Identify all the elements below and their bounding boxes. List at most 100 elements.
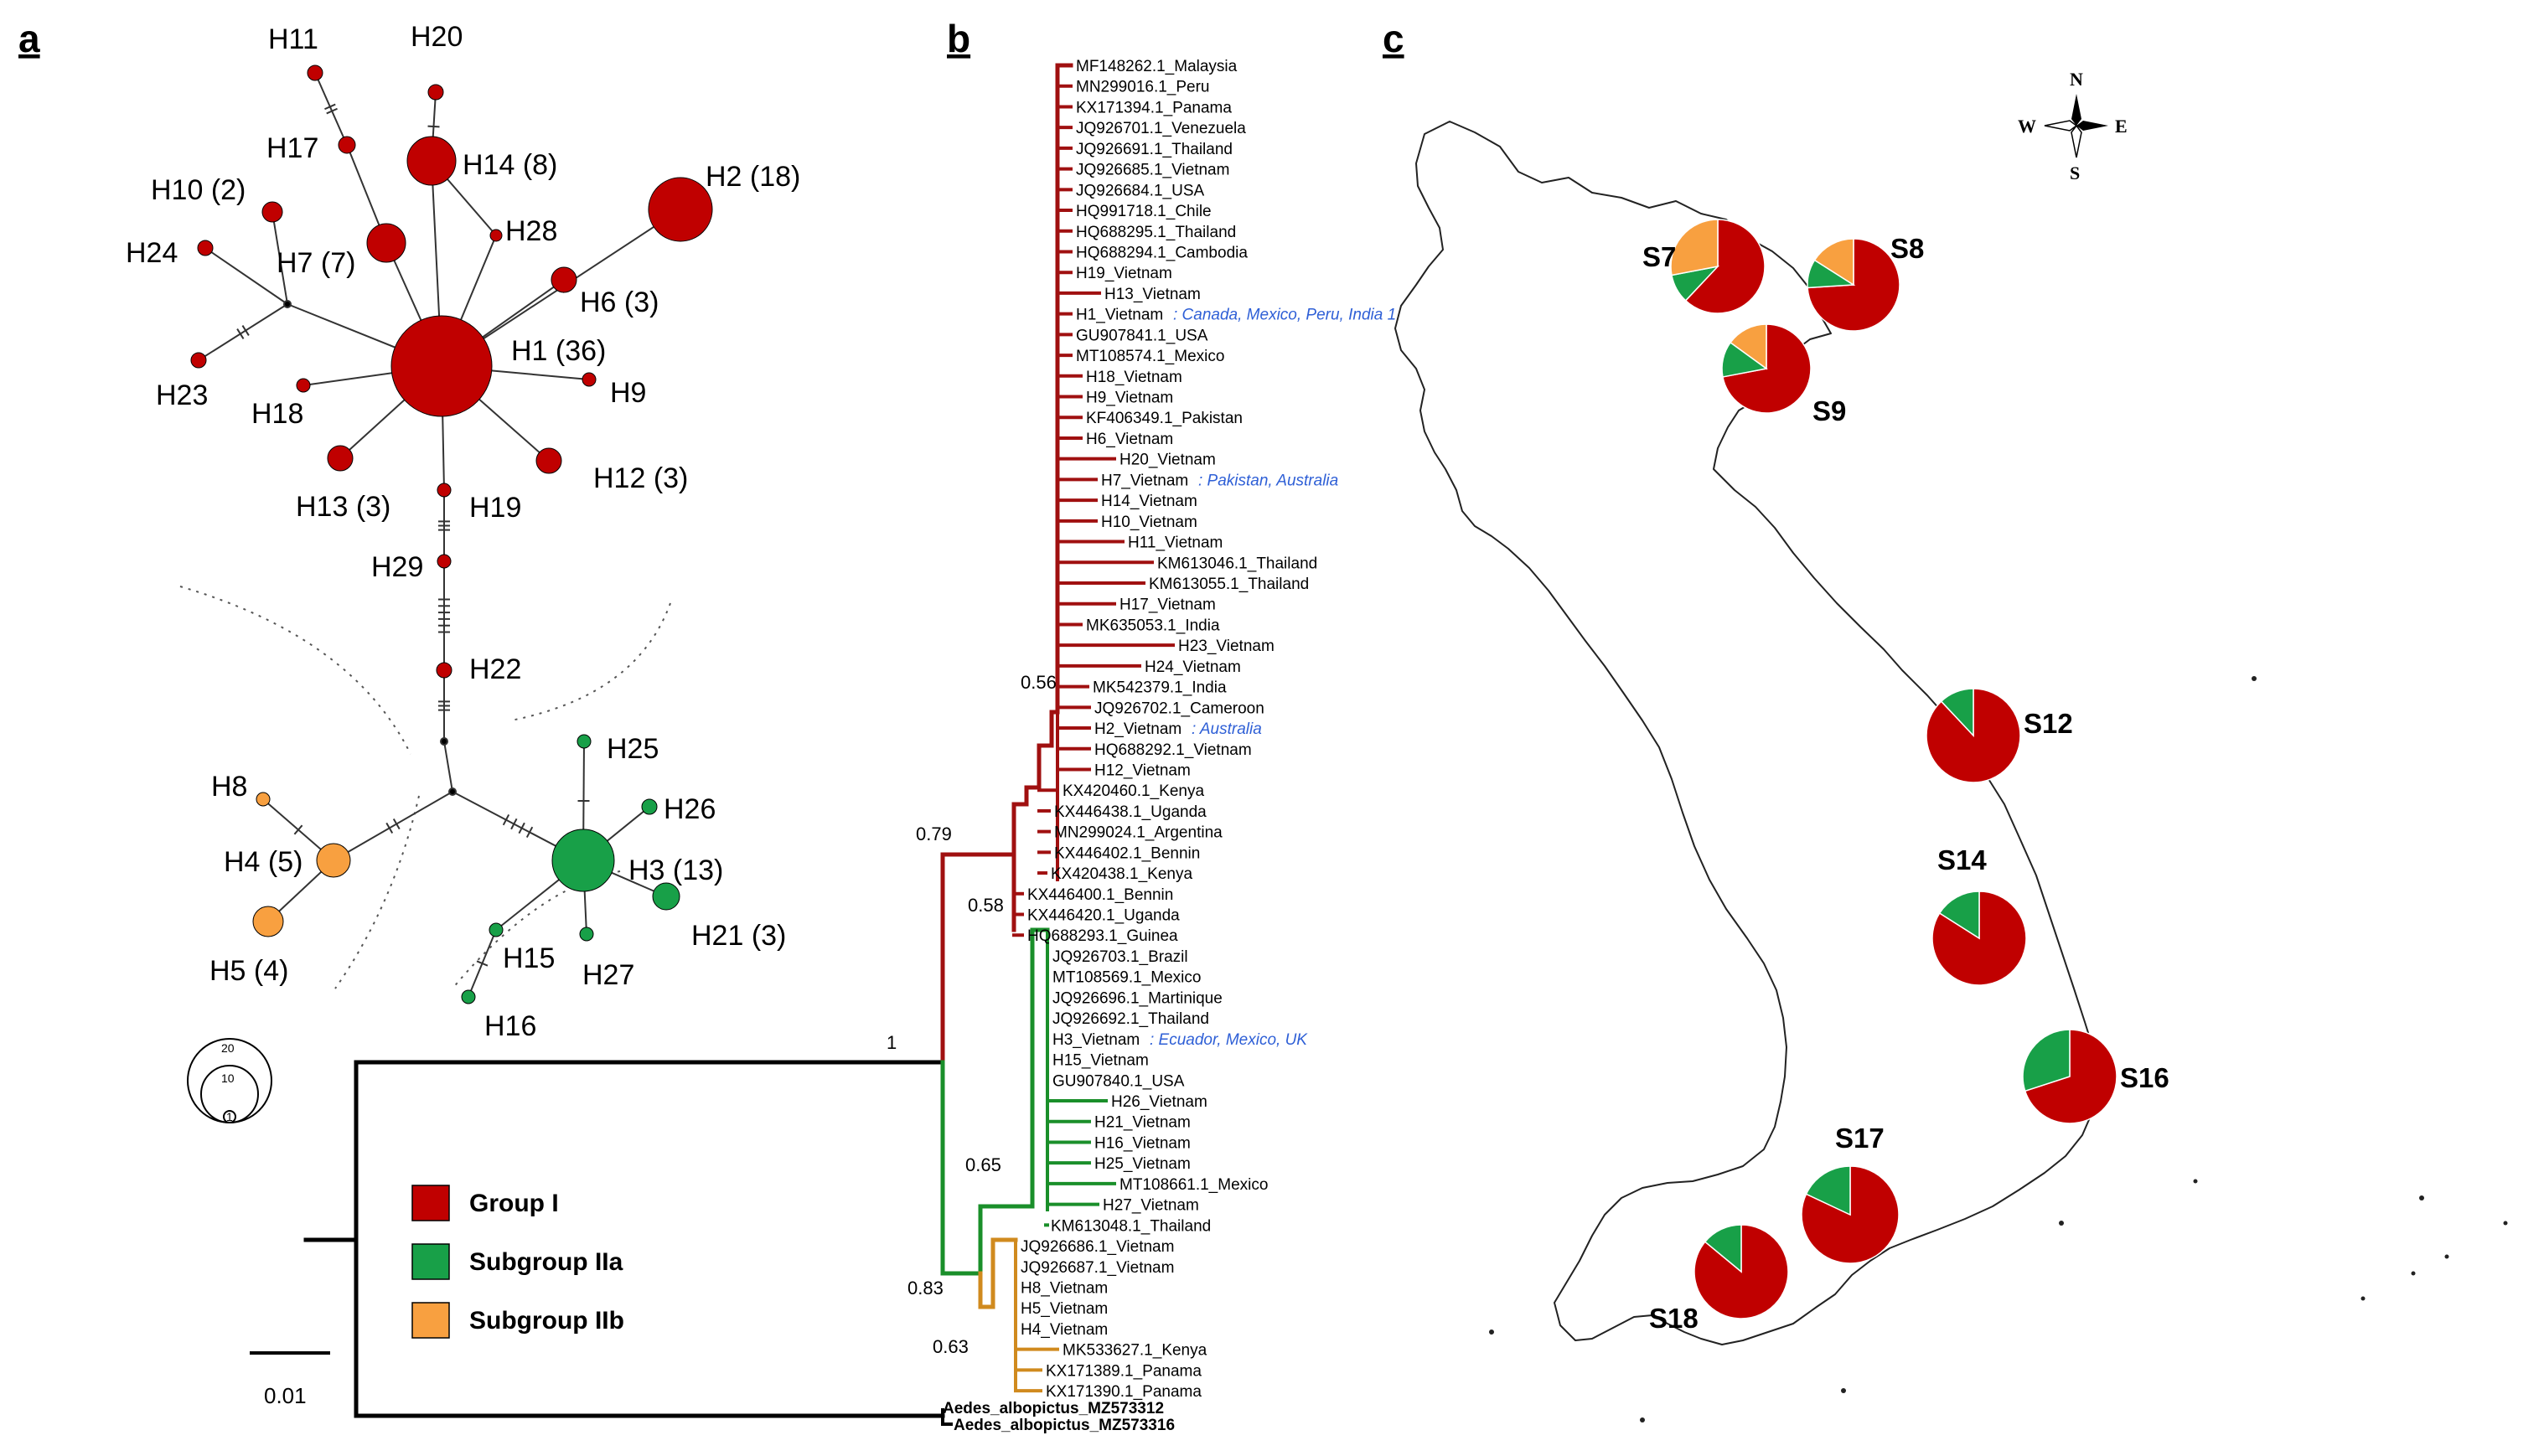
tree-tip-label: H6_Vietnam [1086,431,1173,448]
legend-swatch-group-i [411,1185,450,1221]
outgroup-tip-label: Aedes_albopictus_MZ573316 [954,1417,1175,1434]
tree-tip-label: JQ926702.1_Cameroon [1094,700,1264,717]
panel-label-a: a [18,17,40,60]
tree-tip-label: H12_Vietnam [1094,762,1191,779]
network-edge [443,741,453,793]
tree-tip-label: MF148262.1_Malaysia [1076,58,1238,75]
tree-tip-label: H21_Vietnam [1094,1114,1191,1132]
haplotype-label-h21: H21 (3) [691,920,786,952]
haplotype-label-h7: H7 (7) [277,247,355,279]
haplotype-node-h9 [582,372,597,387]
legend-label-group-i: Group I [469,1190,559,1217]
site-label-s14: S14 [1937,844,1987,875]
haplotype-node-h23 [190,352,207,369]
tree-tip-label: H15_Vietnam [1052,1052,1149,1070]
group-separator-line [452,870,621,989]
haplotype-label-h1: H1 (36) [511,335,606,367]
bootstrap-support-label: 0.63 [933,1336,969,1357]
haplotype-label-h15: H15 [503,942,555,974]
haplotype-node-h28 [489,229,503,242]
tree-tip-label: HQ688294.1_Cambodia [1076,244,1248,261]
median-vector [283,300,292,308]
haplotype-label-h26: H26 [664,793,716,825]
haplotype-label-h18: H18 [251,398,303,430]
haplotype-label-h4: H4 (5) [224,846,302,878]
tree-tip-label: KM613046.1_Thailand [1157,555,1317,572]
tree-tip-label: H16_Vietnam [1094,1134,1191,1152]
group-separator-line [334,795,420,989]
islands [1489,676,2508,1422]
tree-tip-label: H3_Vietnam [1052,1031,1140,1049]
tree-tip-label: MK533627.1_Kenya [1063,1342,1207,1360]
haplotype-node-h5 [252,906,284,937]
pie-slice-iia [1704,1224,1742,1273]
tree-tip-label: H24_Vietnam [1145,658,1241,676]
haplotype-node-h15 [489,922,504,937]
tree-tip-label: GU907840.1_USA [1052,1072,1185,1090]
tree-tip-label: H4_Vietnam [1021,1321,1108,1339]
pie-slice-iib [1670,219,1719,276]
tree-tip-label: H8_Vietnam [1021,1279,1108,1297]
median-vector [440,737,448,746]
haplotype-label-h17: H17 [266,132,318,164]
haplotype-node-h10 [261,201,283,223]
pie-slice-iia [1938,891,1980,940]
pie-slice-i [1931,891,2027,986]
median-vector [448,787,457,796]
compass-s: S [2070,163,2080,183]
tree-root-branch [354,1060,945,1418]
tree-tip-label: H11_Vietnam [1128,534,1223,552]
mutation-tick [476,960,489,967]
legend-swatch-subgroup-iia [411,1243,450,1280]
pie-slice-iia [1940,688,1974,737]
pie-s12 [1926,688,2021,783]
tree-tip-label: KX420438.1_Kenya [1051,865,1192,883]
group-separator-line [179,586,411,755]
phylogenetic-tree: MF148262.1_Malaysia MN299016.1_Peru KX1713… [250,58,1396,1434]
tree-tip-label: H7_Vietnam [1101,472,1188,489]
haplotype-label-h19: H19 [469,492,521,524]
haplotype-label-h3: H3 (13) [628,854,723,886]
tree-scale-label: 0.01 [264,1383,307,1408]
tree-tip-label: H5_Vietnam [1021,1300,1108,1318]
group-separator-line [510,602,671,721]
pie-slice-iib [1813,238,1854,287]
tree-tip-label: KX171394.1_Panama [1076,99,1232,116]
pie-slice-i [1801,1165,1900,1264]
haplotype-label-h8: H8 [211,771,247,803]
tree-tip-annotation: : Pakistan, Australia [1198,472,1338,489]
haplotype-label-h2: H2 (18) [706,161,800,193]
haplotype-node-h11 [307,65,323,81]
tree-tip-label: H19_Vietnam [1076,265,1172,282]
legend: Group I Subgroup IIa Subgroup IIb [411,1185,624,1339]
site-label-s17: S17 [1835,1123,1885,1154]
pie-s18 [1693,1224,1789,1319]
tree-tip-label: MK635053.1_India [1086,617,1220,634]
tree-tip-label: H26_Vietnam [1111,1093,1207,1111]
haplotype-node-h20 [427,84,444,101]
haplotype-label-h28: H28 [505,215,557,247]
site-label-s12: S12 [2024,708,2073,739]
tree-tip-label: MN299016.1_Peru [1076,79,1210,96]
compass-w: W [2018,116,2036,137]
haplotype-node-h7 [366,223,406,263]
haplotype-node-h22 [436,662,452,679]
tree-tip-label: KX420460.1_Kenya [1063,782,1204,800]
tree-tip-label: HQ688293.1_Guinea [1027,927,1178,945]
bootstrap-support-label: 0.58 [968,895,1004,916]
compass-e: E [2115,116,2128,137]
haplotype-node-h17 [338,136,356,154]
haplotype-node-h25 [577,734,592,749]
outgroup-branch [941,1408,953,1426]
pie-slice-iia [2022,1029,2071,1092]
site-label-s9: S9 [1812,395,1846,426]
tree-tip-label: HQ688295.1_Thailand [1076,224,1236,241]
haplotype-node-h1 [390,315,493,417]
mutation-tick [241,325,250,336]
tree-tip-label: H20_Vietnam [1119,452,1216,469]
vietnam-map: N S W E S7 S8 S9 S12 S14 S16 S17 S18 [1394,69,2508,1422]
tree-tip-label: MT108569.1_Mexico [1052,969,1201,987]
tree-tip-label: JQ926701.1_Venezuela [1076,120,1246,137]
haplotype-label-h16: H16 [484,1010,536,1042]
tree-tip-label: HQ991718.1_Chile [1076,203,1212,220]
